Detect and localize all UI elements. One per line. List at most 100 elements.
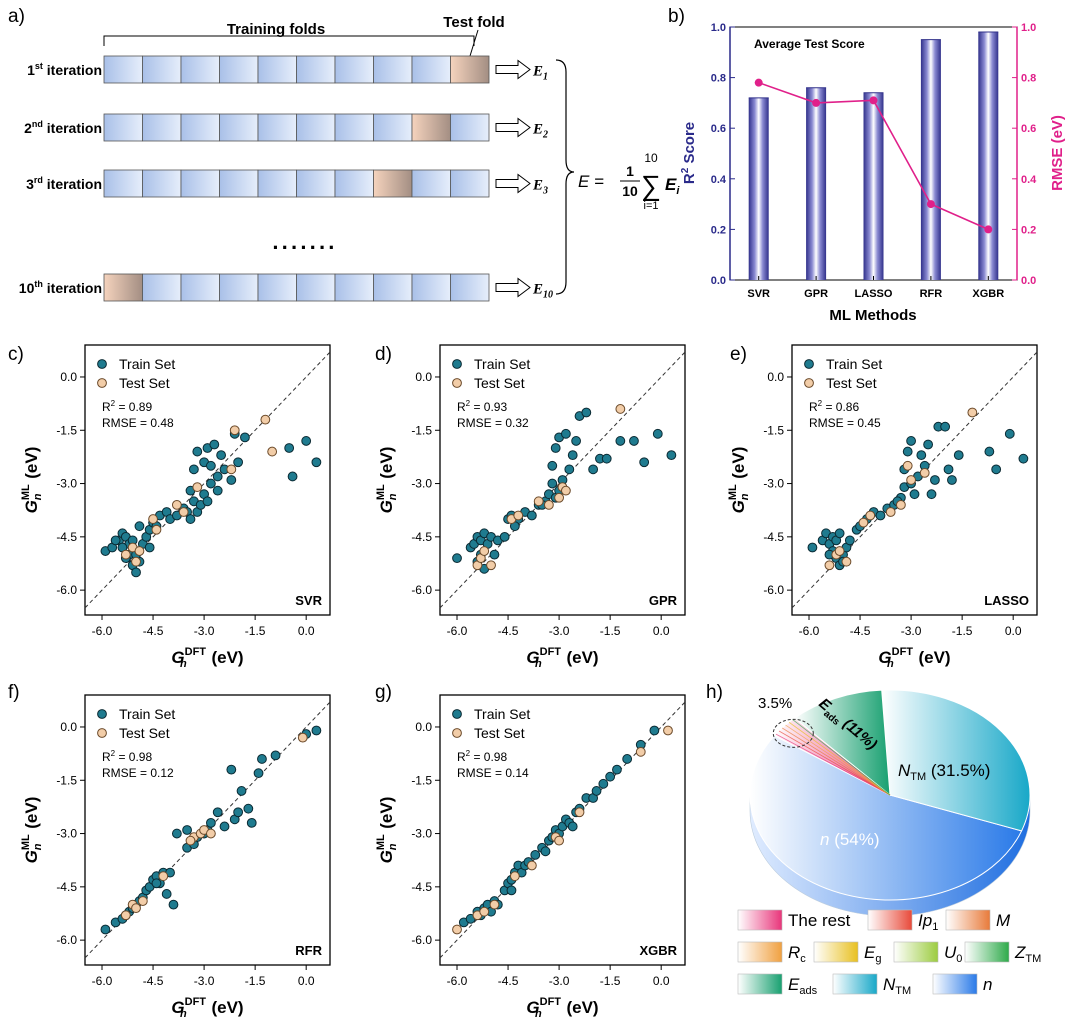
train-point	[629, 436, 639, 446]
pie-callout-ellipse	[772, 718, 814, 748]
legend-swatch-5	[893, 941, 939, 963]
training-fold	[142, 55, 182, 84]
training-fold	[450, 169, 490, 198]
plot-frame	[84, 344, 331, 616]
iteration-row-10: 10th iteration E10	[19, 273, 553, 302]
legend-train-marker	[452, 359, 462, 369]
plot-frame	[791, 344, 1038, 616]
iteration-row-2: 2nd iteration E2	[24, 113, 548, 142]
train-point	[311, 725, 322, 736]
legend-label-5: U0	[944, 943, 962, 965]
test-fold-label: Test fold	[443, 14, 504, 31]
train-point	[926, 489, 937, 500]
train-point	[212, 485, 223, 496]
x-tick-label: 0.0	[653, 624, 670, 638]
train-point	[202, 496, 213, 507]
test-point	[297, 732, 308, 743]
error-arrow	[495, 117, 531, 138]
test-point	[178, 507, 189, 517]
train-point	[666, 450, 677, 461]
x-tick-label: -3.0	[194, 624, 215, 638]
training-fold	[180, 169, 220, 198]
formula-sigma: ∑	[641, 170, 661, 201]
y-tick-label: -4.5	[411, 530, 432, 544]
legend-test-label: Test Set	[474, 725, 525, 741]
x-tick-label: -6.0	[799, 624, 820, 638]
train-point	[622, 754, 633, 764]
train-point	[233, 807, 244, 818]
x-axis-label: GDFT n (eV)	[171, 646, 243, 670]
train-point	[540, 846, 551, 857]
train-point	[530, 849, 541, 860]
train-point	[526, 510, 537, 521]
y-tick-label: 0.0	[415, 370, 432, 384]
rmse-point-lasso	[869, 96, 878, 105]
fold-rows: 1st iteration E1 2nd iteration E2 3rd iterat…	[19, 55, 553, 302]
test-point	[554, 835, 564, 846]
train-point	[909, 489, 920, 500]
y-tick-label: -1.5	[56, 773, 77, 787]
x-tick-label: -1.5	[952, 624, 973, 638]
model-name: XGBR	[639, 943, 677, 958]
r2-value: R2 = 0.98	[102, 749, 152, 764]
train-point	[110, 535, 121, 546]
train-point	[168, 899, 179, 910]
train-point	[615, 436, 626, 446]
r2-bar-gpr	[806, 87, 827, 280]
train-point	[923, 439, 934, 450]
pie-rest-subslice	[788, 721, 891, 796]
left-tick-label: 0.6	[711, 123, 726, 135]
train-point	[219, 821, 230, 832]
x-tick-label: -4.5	[498, 624, 519, 638]
train-point	[253, 768, 264, 779]
training-fold	[296, 273, 336, 302]
x-tick-label: -1.5	[245, 624, 266, 638]
legend-swatch-2	[945, 909, 991, 931]
model-tick-labels: SVR GPR LASSO RFR XGBR	[747, 276, 1004, 300]
legend-test-label: Test Set	[119, 725, 170, 741]
model-name: RFR	[295, 943, 322, 958]
r2-value: R2 = 0.89	[102, 399, 152, 414]
train-point	[206, 478, 216, 489]
panel-e-label: e)	[730, 344, 747, 365]
test-point	[543, 499, 554, 510]
legend-test-marker	[452, 378, 462, 388]
rmse-value: RMSE = 0.12	[102, 766, 174, 780]
r2-bar-rfr	[920, 39, 941, 281]
test-point	[206, 828, 216, 839]
legend-test-label: Test Set	[119, 375, 170, 391]
pie-slice-n	[749, 735, 1023, 901]
panel-a-cross-validation: a) Training folds Test fold 1st iteratio…	[8, 6, 680, 302]
test-fold	[411, 113, 451, 142]
model-tick-lasso: LASSO	[855, 288, 893, 300]
test-point	[509, 871, 520, 882]
model-name: LASSO	[984, 593, 1029, 608]
train-point	[209, 439, 220, 450]
formula-upper: 10	[644, 151, 658, 165]
test-point	[486, 560, 496, 571]
legend-train-label: Train Set	[474, 356, 530, 372]
legend-label-6: ZTM	[1014, 943, 1041, 965]
model-tick-gpr: GPR	[804, 288, 828, 300]
test-point	[824, 560, 835, 571]
y-tick-label: -1.5	[56, 423, 77, 437]
formula-num: 1	[626, 163, 634, 179]
formula-lower: i=1	[644, 200, 659, 212]
y-tick-label: -3.0	[411, 827, 432, 841]
training-fold	[411, 273, 451, 302]
train-point	[605, 771, 616, 782]
train-point	[943, 464, 954, 475]
train-point	[547, 478, 558, 489]
train-point	[652, 428, 663, 439]
training-fold	[373, 273, 413, 302]
left-tick-label: 0.2	[711, 224, 726, 236]
r2-bars	[748, 31, 999, 281]
training-fold	[142, 273, 182, 302]
train-point	[151, 878, 162, 889]
y-axis-label: GMLn (eV)	[727, 447, 751, 514]
training-fold	[103, 113, 143, 142]
error-brace	[555, 59, 575, 295]
x-tick-label: -6.0	[92, 974, 113, 988]
train-point	[550, 443, 561, 453]
train-point	[588, 464, 599, 475]
